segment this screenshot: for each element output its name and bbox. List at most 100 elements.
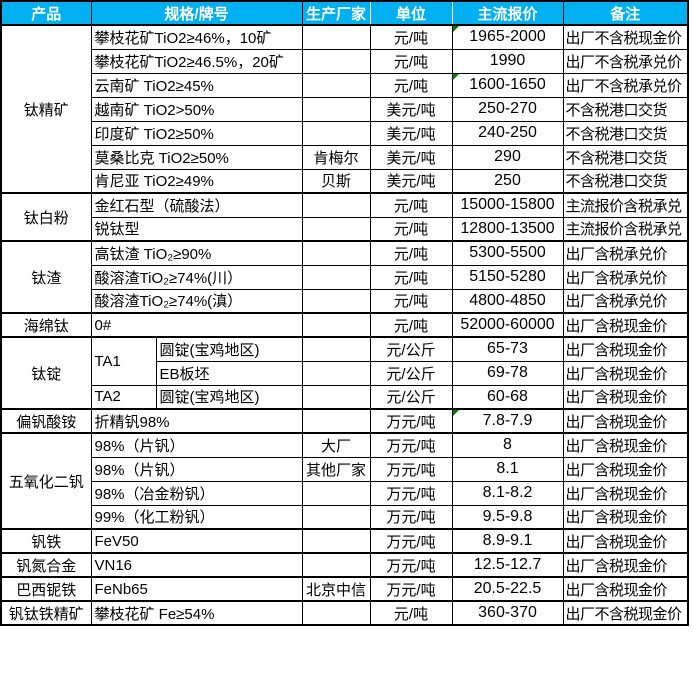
cell-remark: 主流报价含税承兑 bbox=[562, 216, 689, 242]
cell-remark: 出厂含税现金价 bbox=[562, 576, 689, 602]
cell-unit: 元/公斤 bbox=[369, 384, 453, 410]
table-row: TA2 圆锭(宝鸡地区) 元/公斤 60-68 出厂含税现金价 bbox=[1, 384, 689, 410]
cell-spec: 99%（化工粉钒） bbox=[90, 504, 303, 530]
cell-maker bbox=[301, 48, 371, 74]
cell-price: 250 bbox=[451, 168, 564, 194]
cell-price: 8.1-8.2 bbox=[451, 480, 564, 506]
cell-remark: 出厂含税现金价 bbox=[562, 528, 689, 554]
cell-unit: 万元/吨 bbox=[369, 504, 453, 530]
cell-remark: 不含税港口交货 bbox=[562, 168, 689, 194]
cell-spec: FeNb65 bbox=[90, 576, 303, 602]
cell-maker bbox=[301, 264, 371, 290]
cell-unit: 元/吨 bbox=[369, 48, 453, 74]
cell-unit: 元/吨 bbox=[369, 312, 453, 338]
cell-unit: 美元/吨 bbox=[369, 144, 453, 170]
cell-price: 15000-15800 bbox=[451, 192, 564, 218]
cell-remark: 出厂含税现金价 bbox=[562, 408, 689, 434]
comment-flag-icon bbox=[453, 411, 459, 416]
table-row: 钒氮合金 VN16 万元/吨 12.5-12.7 出厂含税现金价 bbox=[0, 552, 689, 578]
cell-unit: 元/吨 bbox=[369, 216, 453, 242]
col-header-maker: 生产厂家 bbox=[301, 0, 371, 26]
cell-unit: 元/吨 bbox=[369, 288, 453, 314]
cell-remark: 出厂含税承兑价 bbox=[562, 240, 689, 266]
cell-remark: 出厂不含税现金价 bbox=[562, 600, 689, 626]
cell-unit: 元/吨 bbox=[369, 72, 453, 98]
cell-product: 钒铁 bbox=[0, 528, 92, 554]
cell-price: 8.9-9.1 bbox=[451, 528, 564, 554]
cell-maker: 北京中信 bbox=[301, 576, 371, 602]
cell-price: 8.1 bbox=[451, 456, 564, 482]
table-row: 越南矿 TiO2>50% 美元/吨 250-270 不含税港口交货 bbox=[1, 96, 689, 122]
cell-price: 1600-1650 bbox=[451, 72, 564, 98]
cell-price: 5150-5280 bbox=[451, 264, 564, 290]
cell-price: 12800-13500 bbox=[451, 216, 564, 242]
table-row: 酸溶渣TiO₂≥74%(滇） 元/吨 4800-4850 出厂含税承兑价 bbox=[1, 288, 689, 314]
cell-unit: 美元/吨 bbox=[369, 120, 453, 146]
cell-spec: FeV50 bbox=[90, 528, 303, 554]
cell-price: 65-73 bbox=[451, 336, 564, 362]
col-header-price: 主流报价 bbox=[451, 0, 564, 26]
cell-product: 钛白粉 bbox=[0, 192, 92, 242]
cell-spec-sub: EB板坯 bbox=[155, 360, 303, 386]
comment-flag-icon bbox=[453, 27, 459, 32]
cell-price: 4800-4850 bbox=[451, 288, 564, 314]
cell-remark: 出厂含税承兑价 bbox=[562, 264, 689, 290]
cell-unit: 元/吨 bbox=[369, 600, 453, 626]
col-header-product: 产品 bbox=[0, 0, 92, 26]
cell-unit: 元/吨 bbox=[369, 192, 453, 218]
cell-remark: 出厂含税现金价 bbox=[562, 456, 689, 482]
cell-spec: 0# bbox=[90, 312, 303, 338]
cell-remark: 出厂含税现金价 bbox=[562, 432, 689, 458]
cell-price: 1990 bbox=[451, 48, 564, 74]
table-row: 莫桑比克 TiO2≥50% 肯梅尔 美元/吨 290 不含税港口交货 bbox=[1, 144, 689, 170]
cell-remark: 出厂含税现金价 bbox=[562, 480, 689, 506]
table-row: 印度矿 TiO2≥50% 美元/吨 240-250 不含税港口交货 bbox=[1, 120, 689, 146]
cell-spec-sub: 圆锭(宝鸡地区) bbox=[155, 336, 303, 362]
cell-price: 250-270 bbox=[451, 96, 564, 122]
cell-spec: 攀枝花矿TiO2≥46%，10矿 bbox=[90, 24, 303, 50]
cell-remark: 不含税港口交货 bbox=[562, 144, 689, 170]
cell-spec-sub: 圆锭(宝鸡地区) bbox=[155, 384, 303, 410]
cell-unit: 万元/吨 bbox=[369, 408, 453, 434]
table-row: 五氧化二钒 98%（片钒） 大厂 万元/吨 8 出厂含税现金价 bbox=[0, 432, 689, 530]
cell-unit: 万元/吨 bbox=[369, 456, 453, 482]
cell-spec: 折精钒98% bbox=[90, 408, 303, 434]
cell-price: 20.5-22.5 bbox=[451, 576, 564, 602]
col-header-unit: 单位 bbox=[369, 0, 453, 26]
table-row: 巴西铌铁 FeNb65 北京中信 万元/吨 20.5-22.5 出厂含税现金价 bbox=[0, 576, 689, 602]
table-row: 钛锭 TA1 圆锭(宝鸡地区) 元/公斤 65-73 出厂含税现金价 bbox=[0, 336, 689, 410]
cell-unit: 万元/吨 bbox=[369, 432, 453, 458]
cell-spec: 酸溶渣TiO₂≥74%(川） bbox=[90, 264, 303, 290]
table-row: 钛白粉 金红石型（硫酸法） 元/吨 15000-15800 主流报价含税承兑 bbox=[0, 192, 689, 242]
cell-spec: 肯尼亚 TiO2≥49% bbox=[90, 168, 303, 194]
table-row: 肯尼亚 TiO2≥49% 贝斯 美元/吨 250 不含税港口交货 bbox=[1, 168, 689, 194]
cell-price: 290 bbox=[451, 144, 564, 170]
cell-remark: 出厂不含税现金价 bbox=[562, 24, 689, 50]
cell-remark: 不含税港口交货 bbox=[562, 96, 689, 122]
cell-price: 360-370 bbox=[451, 600, 564, 626]
cell-maker bbox=[301, 480, 371, 506]
comment-flag-icon bbox=[453, 74, 459, 80]
cell-maker bbox=[301, 312, 371, 338]
cell-unit: 万元/吨 bbox=[369, 528, 453, 554]
cell-price: 9.5-9.8 bbox=[451, 504, 564, 530]
cell-unit: 元/吨 bbox=[369, 24, 453, 50]
cell-maker bbox=[301, 360, 371, 386]
cell-spec: 云南矿 TiO2≥45% bbox=[90, 72, 303, 98]
table-row: 钒铁 FeV50 万元/吨 8.9-9.1 出厂含税现金价 bbox=[0, 528, 689, 554]
cell-product: 钛精矿 bbox=[0, 24, 92, 194]
cell-maker bbox=[301, 72, 371, 98]
cell-price: 60-68 bbox=[451, 384, 564, 410]
cell-spec: 98%（冶金粉钒） bbox=[90, 480, 303, 506]
table-header: 产品 规格/牌号 生产厂家 单位 主流报价 备注 bbox=[0, 0, 689, 26]
cell-spec: 98%（片钒） bbox=[90, 456, 303, 482]
table-row: 偏钒酸铵 折精钒98% 万元/吨 7.8-7.9 出厂含税现金价 bbox=[0, 408, 689, 434]
table-row: 99%（化工粉钒） 万元/吨 9.5-9.8 出厂含税现金价 bbox=[1, 504, 689, 530]
cell-remark: 出厂含税现金价 bbox=[562, 336, 689, 362]
cell-spec: 攀枝花矿 Fe≥54% bbox=[90, 600, 303, 626]
cell-maker bbox=[301, 336, 371, 362]
cell-remark: 出厂含税现金价 bbox=[562, 360, 689, 386]
cell-remark: 出厂不含税承兑价 bbox=[562, 72, 689, 98]
table-row: 锐钛型 元/吨 12800-13500 主流报价含税承兑 bbox=[1, 216, 689, 242]
cell-price: 12.5-12.7 bbox=[451, 552, 564, 578]
